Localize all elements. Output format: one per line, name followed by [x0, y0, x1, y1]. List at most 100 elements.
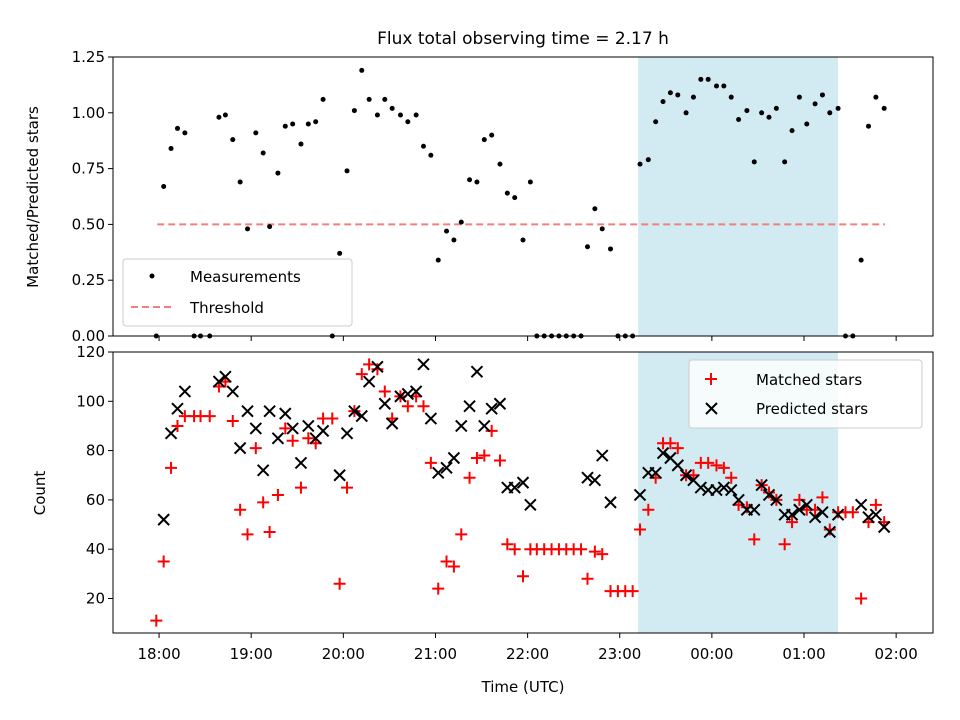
bottom-plot-frame: [112, 351, 934, 634]
measurement-point: [489, 132, 495, 138]
chart-title: Flux total observing time = 2.17 h: [377, 29, 669, 49]
measurement-point: [161, 183, 167, 189]
measurement-point: [504, 190, 510, 196]
predicted-star-point: [808, 510, 822, 524]
matched-star-point: [355, 368, 368, 381]
top-y-tick-label: 1.00: [72, 104, 105, 122]
matched-star-point: [816, 491, 829, 504]
matched-star-point: [455, 528, 468, 541]
measurement-point: [253, 130, 259, 136]
measurement-point: [773, 105, 779, 111]
predicted-star-point: [793, 503, 806, 516]
top-highlight-span: [638, 57, 839, 336]
matched-star-point: [581, 572, 594, 585]
predicted-star-point: [823, 525, 837, 539]
matched-star-point: [447, 560, 460, 573]
matched-legend-label: Matched stars: [756, 371, 862, 389]
top-legend: Measurements Threshold: [122, 258, 353, 327]
x-axis-label: Time (UTC): [481, 678, 565, 696]
bottom-y-tick-label: 40: [86, 540, 105, 558]
predicted-star-point: [800, 498, 813, 512]
measurement-point: [512, 195, 518, 201]
matched-star-point: [671, 442, 684, 455]
measurement-point: [313, 119, 319, 125]
measurement-point: [835, 105, 841, 111]
predicted-star-point: [455, 419, 468, 433]
matched-star-point: [642, 503, 655, 516]
predicted-star-point: [725, 483, 738, 497]
measurement-point: [458, 219, 464, 225]
matched-star-point: [432, 582, 445, 595]
predicted-star-point: [263, 404, 276, 418]
measurement-point: [305, 121, 311, 127]
predicted-star-point: [401, 387, 415, 401]
matched-star-point: [485, 424, 498, 437]
matched-star-point: [249, 442, 262, 455]
predicted-star-point: [362, 375, 376, 388]
matched-star-point: [302, 432, 315, 445]
measurement-point: [713, 83, 719, 89]
bottom-y-tick-label: 20: [86, 589, 105, 607]
predicted-star-point: [854, 498, 868, 512]
predicted-star-point: [219, 370, 232, 383]
measurement-point: [873, 94, 879, 100]
predicted-star-point: [748, 503, 761, 516]
matched-star-point: [793, 493, 806, 506]
matched-star-point: [470, 451, 483, 464]
top-y-tick-label: 0.00: [72, 327, 105, 345]
x-tick-label: 02:00: [875, 645, 918, 663]
predicted-star-point: [604, 496, 617, 509]
matched-stars-points: [150, 358, 891, 627]
predicted-star-point: [862, 510, 875, 524]
matched-star-point: [333, 577, 346, 590]
measurement-point: [804, 121, 810, 127]
measurement-point: [527, 179, 533, 185]
bottom-legend: Matched stars Predicted stars: [688, 359, 923, 429]
top-y-axis-label: Matched/Predicted stars: [24, 106, 42, 288]
measurement-point: [351, 108, 357, 114]
matched-star-point: [823, 523, 836, 536]
matched-star-point: [855, 592, 868, 605]
matched-star-point: [717, 461, 730, 474]
top-plot-frame: [112, 56, 934, 337]
measurement-point: [275, 170, 281, 176]
predicted-legend-label: Predicted stars: [756, 400, 868, 418]
matched-star-point: [150, 614, 163, 627]
bottom-x-axis: 18:00 19:00 20:00 21:00 22:00 23:00 00:00 01:00…: [137, 633, 918, 663]
matched-star-point: [778, 538, 791, 551]
matched-star-point: [725, 471, 738, 484]
matched-star-point: [463, 471, 476, 484]
x-tick-label: 20:00: [322, 645, 365, 663]
measurement-point: [481, 137, 487, 143]
bottom-y-tick-label: 120: [76, 343, 105, 361]
measurement-point: [766, 114, 772, 120]
measurement-point: [168, 146, 174, 152]
x-tick-label: 23:00: [598, 645, 641, 663]
measurement-point: [690, 94, 696, 100]
predicted-star-point: [831, 508, 845, 521]
measurement-point: [782, 159, 788, 165]
matched-star-point: [203, 410, 216, 423]
measurement-point: [683, 110, 689, 116]
predicted-star-point: [424, 412, 438, 425]
predicted-star-point: [596, 449, 609, 462]
predicted-star-point: [340, 427, 354, 440]
matched-star-point: [157, 555, 170, 568]
matched-star-point: [279, 422, 292, 435]
top-y-tick-label: 1.25: [72, 48, 105, 66]
matched-star-point: [478, 449, 491, 462]
predicted-star-point: [178, 385, 192, 398]
measurement-point: [637, 161, 643, 167]
measurement-point: [744, 108, 750, 114]
matched-star-point: [440, 555, 453, 568]
predicted-star-point: [286, 422, 299, 435]
matched-star-point: [501, 538, 514, 551]
top-panel: 0.00 0.25 0.50 0.75 1.00 1.25 Flux total obse…: [24, 29, 934, 345]
predicted-star-point: [508, 481, 521, 494]
x-tick-label: 22:00: [506, 645, 549, 663]
matched-star-point: [171, 419, 184, 432]
x-tick-label: 18:00: [137, 645, 180, 663]
measurement-point: [405, 119, 411, 125]
predicted-star-point: [588, 473, 602, 487]
